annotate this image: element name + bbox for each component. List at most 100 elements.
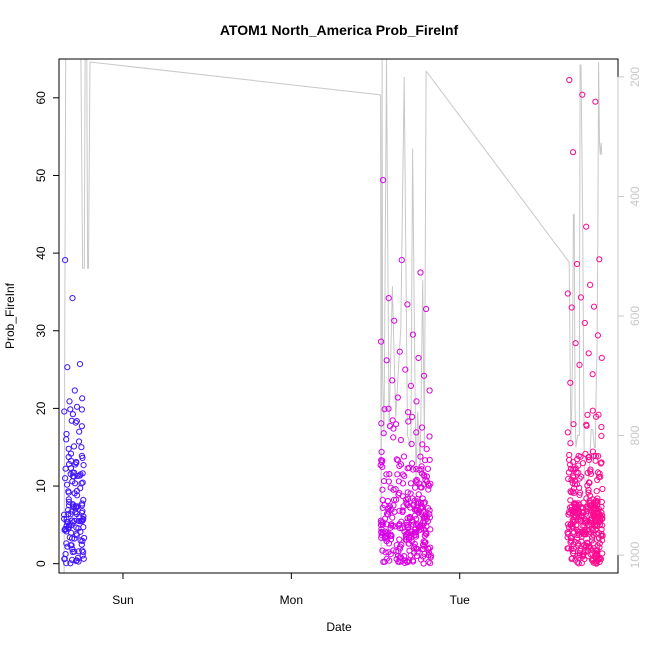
chart-title: ATOM1 North_America Prob_FireInf xyxy=(220,22,459,38)
data-point xyxy=(427,480,434,487)
data-point xyxy=(570,485,578,492)
data-point xyxy=(577,453,584,460)
data-point xyxy=(402,366,409,373)
data-point xyxy=(581,517,588,525)
data-point xyxy=(378,525,385,533)
data-point xyxy=(67,511,74,518)
data-point xyxy=(389,514,396,521)
data-point xyxy=(398,558,405,565)
data-point xyxy=(593,488,600,495)
data-point xyxy=(584,411,591,418)
data-point xyxy=(380,177,387,184)
data-point xyxy=(66,398,73,405)
data-point xyxy=(398,461,405,468)
right-axis: 200 400 600 800 1000 xyxy=(617,67,642,568)
data-point xyxy=(384,497,391,505)
data-point xyxy=(377,521,385,529)
data-point xyxy=(590,500,597,507)
data-point xyxy=(64,481,71,488)
data-point xyxy=(419,441,426,448)
data-point xyxy=(75,548,82,555)
data-point xyxy=(69,546,76,553)
data-point xyxy=(411,540,418,548)
data-point xyxy=(78,444,85,451)
data-point xyxy=(421,550,428,558)
data-point xyxy=(404,489,411,496)
data-point xyxy=(427,560,434,567)
data-point xyxy=(79,395,86,402)
data-point xyxy=(378,457,385,464)
data-point xyxy=(564,429,571,436)
data-point xyxy=(71,387,78,394)
data-point xyxy=(394,457,401,464)
data-point xyxy=(390,434,397,441)
data-point xyxy=(69,548,76,556)
data-point xyxy=(78,541,85,548)
data-point xyxy=(564,290,571,297)
data-point xyxy=(409,413,416,420)
data-point xyxy=(414,549,421,556)
data-point xyxy=(417,269,424,276)
data-point xyxy=(419,495,426,502)
data-point xyxy=(69,469,76,476)
data-point xyxy=(427,552,434,559)
data-point xyxy=(409,518,416,525)
data-point xyxy=(420,372,428,379)
data-point xyxy=(396,489,403,497)
data-point xyxy=(420,560,427,567)
y-axis-label: Prob_FireInf xyxy=(3,282,17,349)
y-tick-label: 40 xyxy=(34,246,48,260)
data-point xyxy=(423,446,430,453)
data-point xyxy=(398,257,405,264)
data-point xyxy=(63,516,70,523)
data-point xyxy=(405,418,412,425)
data-point xyxy=(599,485,606,493)
data-point xyxy=(396,507,403,514)
data-point xyxy=(418,424,426,431)
data-point xyxy=(415,499,422,506)
data-point xyxy=(584,469,591,476)
data-point xyxy=(393,496,400,503)
data-point xyxy=(595,473,603,481)
data-point xyxy=(412,477,419,484)
data-point xyxy=(385,295,392,302)
data-point xyxy=(407,382,414,389)
line-segment-3 xyxy=(425,61,603,496)
data-point xyxy=(596,470,603,477)
right-tick-label: 800 xyxy=(628,425,642,445)
data-point xyxy=(595,535,602,542)
data-point xyxy=(385,405,392,412)
data-point xyxy=(567,497,574,504)
data-point xyxy=(589,448,597,455)
data-point xyxy=(378,338,385,345)
data-point xyxy=(67,450,75,457)
data-point xyxy=(415,524,422,531)
data-point xyxy=(583,421,590,428)
data-point xyxy=(570,545,578,552)
data-point xyxy=(572,507,579,514)
data-point xyxy=(598,354,605,361)
scatter-points xyxy=(61,76,606,567)
data-point xyxy=(578,512,585,519)
data-point xyxy=(62,475,69,482)
data-point xyxy=(580,499,587,506)
data-point xyxy=(592,98,599,105)
data-point xyxy=(587,545,594,552)
data-point xyxy=(394,471,401,478)
data-point xyxy=(73,418,80,425)
x-axis: Sun Mon Tue xyxy=(112,572,470,607)
data-point xyxy=(383,529,390,536)
data-point xyxy=(386,557,393,564)
data-point xyxy=(389,417,396,424)
data-point xyxy=(75,438,83,445)
data-point xyxy=(592,453,600,460)
data-point xyxy=(69,517,76,524)
data-point xyxy=(405,540,412,547)
data-point xyxy=(598,423,605,431)
data-point xyxy=(69,556,76,564)
data-point xyxy=(575,554,582,561)
data-point xyxy=(410,558,417,565)
data-point xyxy=(583,223,590,230)
data-point xyxy=(66,522,73,529)
